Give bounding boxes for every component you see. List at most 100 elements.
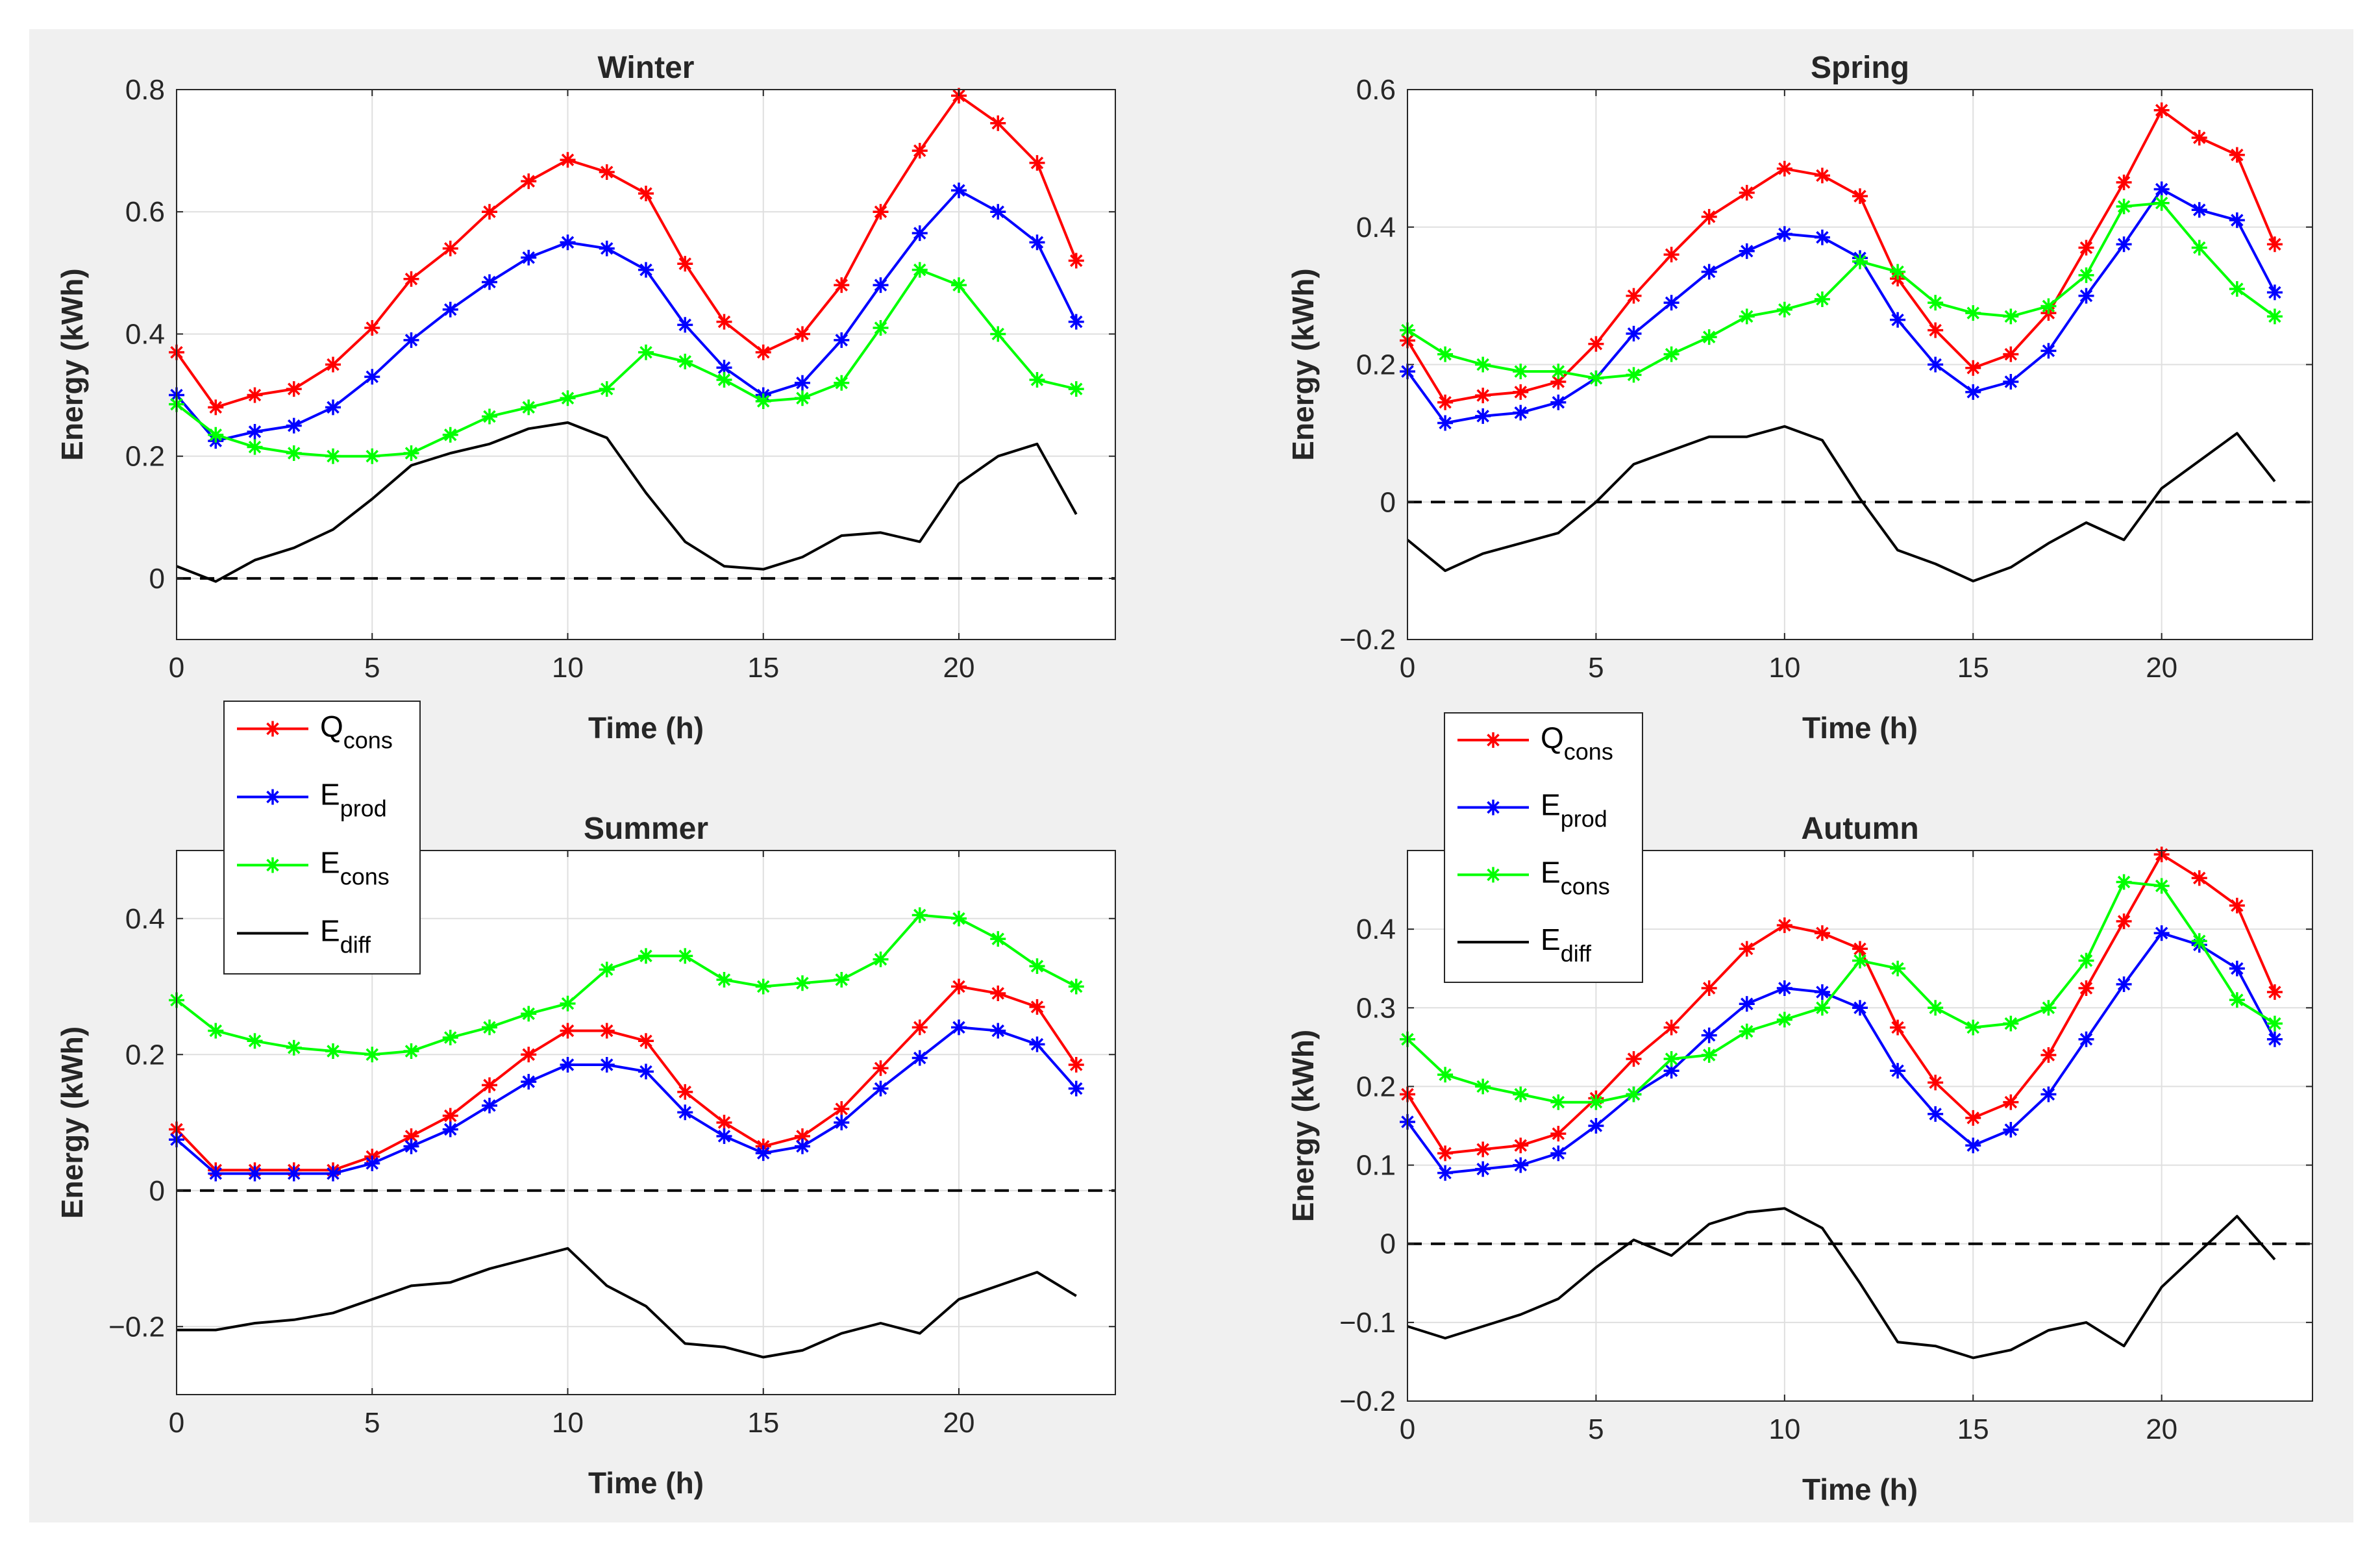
data-point bbox=[795, 375, 810, 391]
data-point bbox=[1437, 394, 1454, 410]
data-point bbox=[364, 1047, 380, 1063]
series-line bbox=[175, 94, 1078, 409]
data-point bbox=[755, 1145, 771, 1162]
data-point bbox=[1701, 329, 1717, 345]
data-point bbox=[951, 978, 967, 995]
data-point bbox=[286, 381, 302, 397]
legend-entry-e-cons: Econs bbox=[237, 846, 390, 890]
data-point bbox=[325, 1043, 341, 1060]
data-point bbox=[1663, 247, 1680, 263]
series-e-cons bbox=[1400, 874, 2283, 1110]
data-point bbox=[1739, 1023, 1755, 1039]
y-tick-label: 0.4 bbox=[125, 318, 165, 350]
data-point bbox=[1068, 978, 1084, 995]
data-point bbox=[1776, 1012, 1792, 1028]
data-point bbox=[2229, 281, 2245, 297]
data-point bbox=[873, 1080, 889, 1097]
legend-marker bbox=[1485, 732, 1501, 748]
x-tick-label: 0 bbox=[169, 1407, 184, 1439]
legend-box bbox=[1444, 712, 1643, 983]
data-point bbox=[2153, 878, 2170, 894]
data-point bbox=[521, 1006, 537, 1022]
data-point bbox=[1550, 1094, 1567, 1110]
x-tick-label: 10 bbox=[552, 652, 584, 684]
data-point bbox=[208, 399, 224, 416]
legend-label: Eprod bbox=[1541, 788, 1607, 832]
data-point bbox=[1701, 264, 1717, 280]
data-point bbox=[403, 445, 419, 461]
data-point bbox=[716, 972, 732, 988]
y-tick-label: 0.4 bbox=[125, 903, 165, 935]
data-point bbox=[677, 353, 693, 369]
data-point bbox=[1626, 367, 1642, 383]
data-point bbox=[1776, 301, 1792, 317]
x-tick-label: 15 bbox=[1957, 1413, 1989, 1445]
data-point bbox=[638, 262, 654, 278]
data-point bbox=[1814, 925, 1830, 941]
data-point bbox=[1513, 1086, 1529, 1102]
data-point bbox=[2116, 874, 2132, 890]
data-point bbox=[1852, 1000, 1868, 1016]
data-point bbox=[1814, 1000, 1830, 1016]
data-point bbox=[716, 1115, 732, 1130]
chart-title: Spring bbox=[1811, 51, 1909, 85]
data-point bbox=[208, 1165, 224, 1182]
data-point bbox=[247, 387, 263, 403]
data-point bbox=[1739, 308, 1755, 325]
data-point bbox=[208, 427, 224, 443]
series-line bbox=[1406, 188, 2276, 425]
data-point bbox=[1852, 188, 1868, 205]
data-point bbox=[364, 369, 380, 385]
data-point bbox=[247, 1033, 263, 1049]
chart-title: Winter bbox=[598, 51, 695, 85]
series-e-diff bbox=[1406, 425, 2276, 582]
data-point bbox=[2116, 913, 2132, 930]
data-point bbox=[1890, 264, 1906, 280]
data-point bbox=[873, 277, 889, 293]
data-point bbox=[2003, 308, 2019, 325]
data-point bbox=[911, 262, 928, 278]
data-point bbox=[325, 356, 341, 373]
data-point bbox=[873, 204, 889, 220]
data-point bbox=[990, 931, 1006, 947]
data-point bbox=[873, 1060, 889, 1076]
data-point bbox=[677, 948, 693, 964]
data-point bbox=[2266, 236, 2283, 253]
data-point bbox=[1852, 952, 1868, 969]
data-point bbox=[2116, 174, 2132, 190]
data-point bbox=[1550, 364, 1567, 380]
data-point bbox=[560, 1023, 576, 1039]
legend-entry-q-cons: Qcons bbox=[1457, 721, 1613, 765]
data-point bbox=[1928, 1106, 1944, 1122]
series-line bbox=[1406, 932, 2276, 1174]
data-point bbox=[247, 424, 263, 440]
data-point bbox=[1928, 356, 1944, 373]
data-point bbox=[834, 332, 850, 348]
data-point bbox=[1588, 1094, 1604, 1110]
data-point bbox=[442, 1030, 458, 1046]
data-point bbox=[208, 1023, 224, 1039]
legend-label: Qcons bbox=[320, 710, 393, 754]
data-point bbox=[2229, 897, 2245, 913]
data-point bbox=[1965, 1137, 1981, 1154]
data-point bbox=[1776, 980, 1792, 996]
chart-title: Autumn bbox=[1801, 812, 1918, 846]
data-point bbox=[2078, 240, 2094, 256]
legend-label: Eprod bbox=[320, 778, 387, 822]
data-point bbox=[482, 408, 497, 425]
data-point bbox=[2078, 1031, 2094, 1047]
data-point bbox=[1890, 312, 1906, 328]
data-point bbox=[834, 1101, 850, 1117]
data-point bbox=[1588, 370, 1604, 386]
data-point bbox=[2116, 236, 2132, 253]
data-point bbox=[1852, 941, 1868, 957]
data-point bbox=[2191, 870, 2207, 886]
x-tick-label: 5 bbox=[1588, 652, 1604, 684]
data-point bbox=[795, 975, 810, 991]
data-point bbox=[599, 962, 615, 978]
data-point bbox=[1814, 168, 1830, 184]
legends-layer: Qcons Eprod Econs Ediff Qcons Eprod Econs Ediff bbox=[223, 701, 1643, 983]
data-point bbox=[1626, 325, 1642, 342]
data-point bbox=[1513, 404, 1529, 421]
data-point bbox=[2191, 130, 2207, 146]
